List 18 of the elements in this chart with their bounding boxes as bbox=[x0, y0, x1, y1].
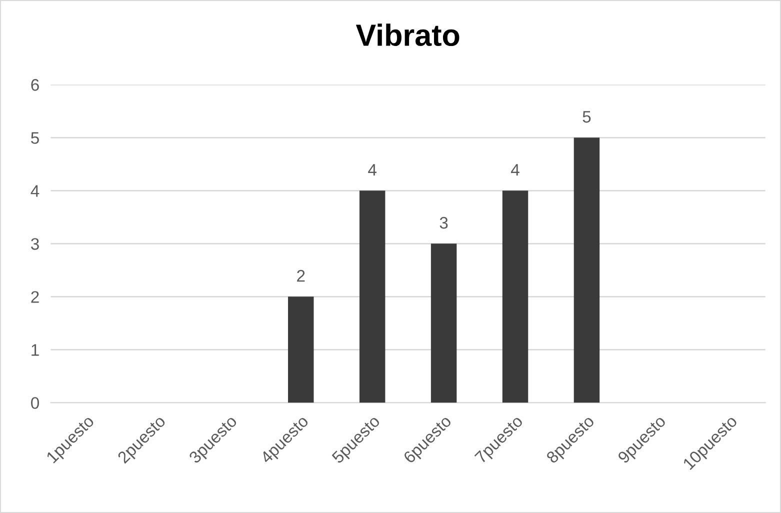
data-label: 3 bbox=[440, 216, 448, 229]
y-tick-label: 4 bbox=[30, 185, 40, 197]
y-tick-label: 2 bbox=[31, 291, 39, 303]
data-label: 5 bbox=[582, 111, 591, 123]
data-label: 4 bbox=[368, 164, 376, 176]
bar bbox=[430, 244, 457, 403]
data-label: 2 bbox=[297, 270, 305, 282]
bar bbox=[288, 296, 314, 403]
data-label: 4 bbox=[511, 164, 520, 176]
bar bbox=[359, 190, 386, 403]
bar bbox=[574, 138, 600, 403]
y-tick-label: 6 bbox=[31, 79, 39, 91]
y-tick-label: 1 bbox=[32, 344, 39, 356]
bar bbox=[502, 190, 528, 403]
y-tick-label: 3 bbox=[31, 238, 39, 250]
chart-title: Vibrato bbox=[356, 24, 460, 46]
y-tick-label: 0 bbox=[31, 397, 40, 409]
y-tick-label: 5 bbox=[31, 132, 39, 144]
